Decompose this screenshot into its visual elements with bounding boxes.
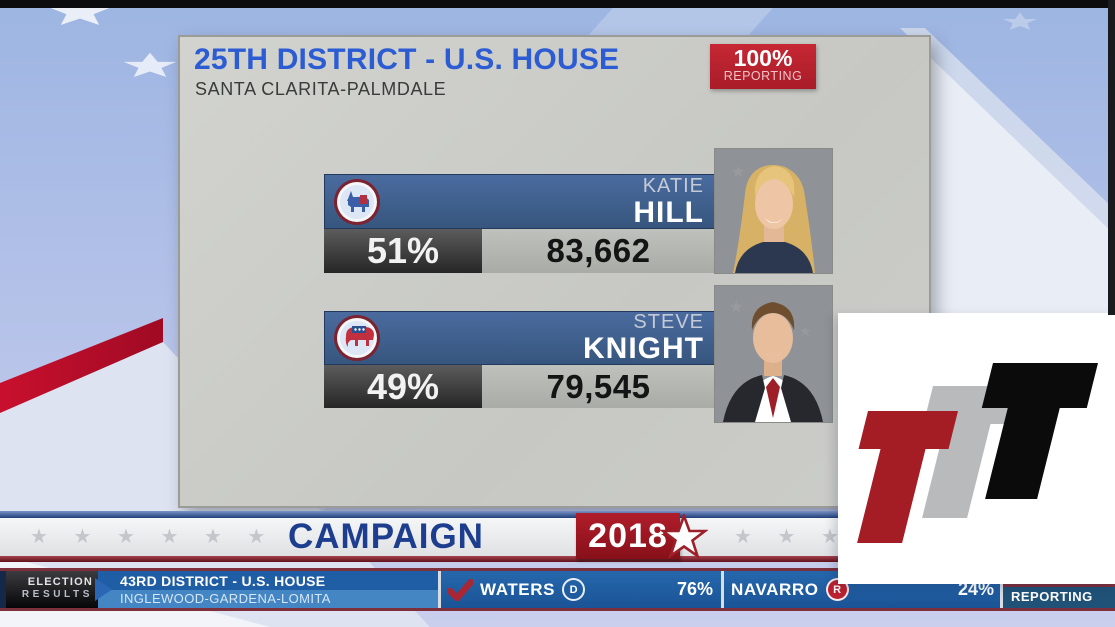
ticker-top-line bbox=[0, 568, 1115, 571]
race-title: 25TH DISTRICT - U.S. HOUSE bbox=[194, 43, 620, 76]
banner-stars-left: ★ ★ ★ ★ ★ ★ bbox=[30, 526, 266, 548]
banner-blue-strip bbox=[0, 511, 1115, 518]
party-d-icon: D bbox=[562, 578, 586, 601]
screen-right-edge bbox=[1108, 0, 1115, 315]
candidate-first-name: KATIE bbox=[642, 174, 704, 197]
ticker-divider bbox=[1000, 571, 1003, 608]
candidate-bar-knight: STEVE KNIGHT bbox=[324, 311, 715, 365]
ticker-candidate-name: WATERS bbox=[480, 579, 556, 599]
candidate-name: KATIE HILL bbox=[633, 176, 714, 228]
race-region: SANTA CLARITA-PALMDALE bbox=[195, 79, 447, 99]
ticker-result-waters: WATERS D 76% bbox=[441, 571, 721, 608]
station-logo-box bbox=[838, 313, 1115, 584]
ticker-brand: ELECTION RESULTS bbox=[6, 571, 98, 608]
ticker-candidate-percent: 76% bbox=[676, 579, 713, 599]
candidate-bar-hill: KATIE HILL bbox=[324, 174, 715, 229]
red-stripe bbox=[0, 318, 163, 413]
right-wing bbox=[931, 58, 1115, 313]
reporting-percent: 100% bbox=[733, 45, 793, 71]
ttt-logo-icon bbox=[857, 363, 1098, 543]
candidate-name: STEVE KNIGHT bbox=[583, 312, 714, 364]
ticker-divider bbox=[721, 571, 724, 608]
ticker-candidate-percent: 24% bbox=[957, 579, 994, 599]
candidate-percent-knight: 49% bbox=[324, 365, 482, 408]
banner-red-strip bbox=[0, 556, 1115, 562]
screen-top-letterbox bbox=[0, 0, 1115, 8]
right-wing-edge bbox=[900, 28, 1115, 235]
ticker-brand-line2: RESULTS bbox=[21, 589, 93, 600]
ticker-reporting-label: REPORTING bbox=[1003, 584, 1115, 608]
banner-star-icon bbox=[660, 514, 708, 560]
ticker-divider bbox=[438, 571, 441, 608]
ticker-race-district: 43RD DISTRICT - U.S. HOUSE bbox=[98, 571, 438, 590]
candidate-percent-hill: 51% bbox=[324, 229, 482, 273]
candidate-votes-hill: 83,662 bbox=[482, 229, 715, 273]
reporting-label: REPORTING bbox=[723, 69, 803, 83]
republican-logo-icon bbox=[334, 315, 380, 361]
ticker-candidate-name: NAVARRO bbox=[731, 579, 819, 599]
svg-text:★: ★ bbox=[731, 164, 745, 181]
ticker-brand-line1: ELECTION bbox=[27, 576, 93, 588]
candidate-last-name: KNIGHT bbox=[583, 332, 704, 365]
ticker-left-cap bbox=[0, 571, 6, 608]
banner-stars-right: ★ ★ ★ bbox=[734, 526, 839, 548]
candidate-last-name: HILL bbox=[633, 195, 704, 229]
ticker-race-region: INGLEWOOD-GARDENA-LOMITA bbox=[98, 590, 438, 608]
banner-title: CAMPAIGN bbox=[288, 517, 484, 556]
candidate-first-name: STEVE bbox=[633, 311, 704, 333]
candidate-photo-steve-knight: ★ ★ ★ bbox=[715, 286, 832, 422]
ticker-bottom-line bbox=[0, 608, 1115, 611]
ticker-race-segment: 43RD DISTRICT - U.S. HOUSE INGLEWOOD-GAR… bbox=[98, 571, 438, 608]
svg-text:★: ★ bbox=[799, 323, 812, 339]
candidate-photo-katie-hill: ★ ★ ★ bbox=[715, 149, 832, 273]
candidate-votes-knight: 79,545 bbox=[482, 365, 715, 408]
background-star bbox=[48, 0, 1037, 77]
winner-check-icon bbox=[447, 578, 473, 601]
results-panel: 25TH DISTRICT - U.S. HOUSE SANTA CLARITA… bbox=[178, 35, 931, 508]
svg-text:★: ★ bbox=[729, 299, 743, 316]
banner-year-box: 2018 bbox=[576, 513, 680, 559]
democrat-logo-icon bbox=[334, 178, 380, 225]
reporting-badge: 100% REPORTING bbox=[710, 44, 816, 89]
chevron-right-icon bbox=[95, 578, 112, 601]
